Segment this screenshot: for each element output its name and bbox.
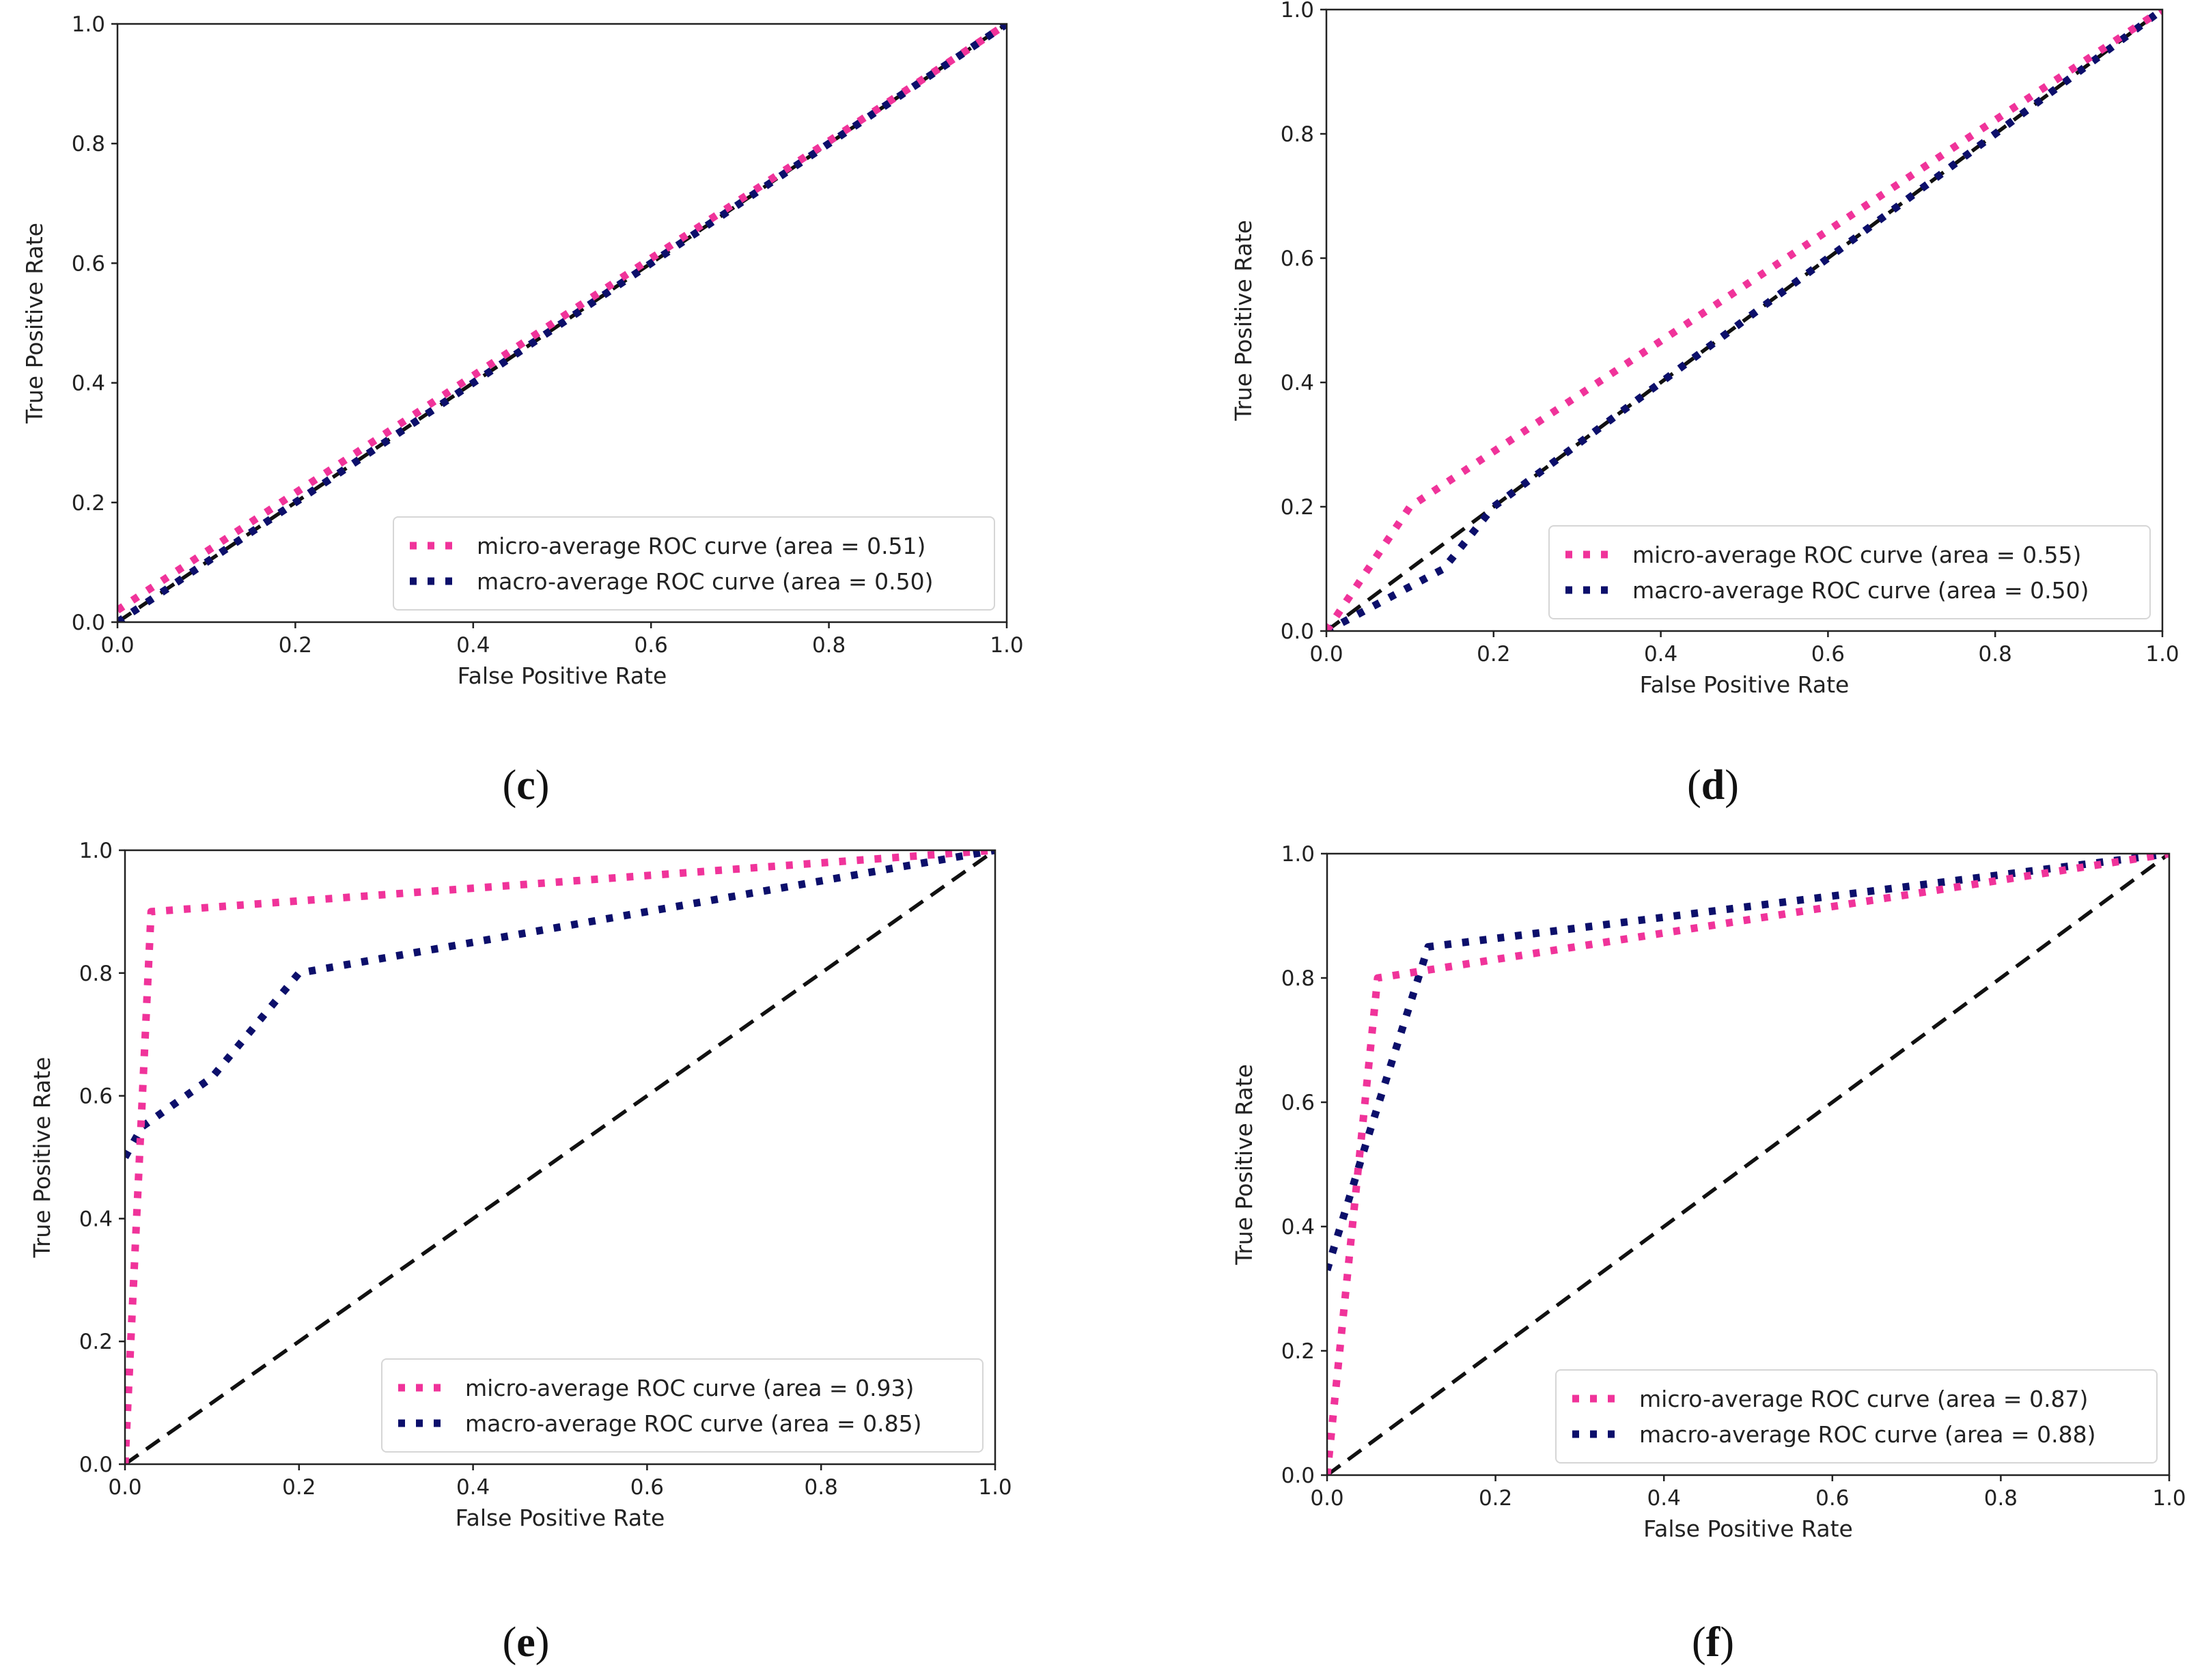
series-line-micro-e xyxy=(125,850,995,1464)
x-tick-label-d: 0.6 xyxy=(1811,642,1845,667)
axes-frame-c xyxy=(116,23,1008,624)
plot-area-d xyxy=(1326,10,2162,631)
x-axis-title-e: False Positive Rate xyxy=(456,1504,665,1531)
legend-box-f xyxy=(1555,1369,2158,1464)
legend-label-micro-c: micro-average ROC curve (area = 0.51) xyxy=(477,533,925,559)
chart-panel-e: 0.0 0.2 0.4 0.6 0.8 1.0 0.0 0.2 0.4 0.6 0.8 1.0 Fals… xyxy=(29,839,1012,1666)
series-line-macro-e xyxy=(125,850,995,1160)
series-line-micro-d xyxy=(1326,10,2162,631)
y-axis-title-d: True Positive Rate xyxy=(1230,220,1257,421)
x-axis-title-d: False Positive Rate xyxy=(1640,671,1850,698)
x-tick-label-f: 0.8 xyxy=(1984,1486,2018,1511)
chart-panel-d: 0.0 0.2 0.4 0.6 0.8 1.0 0.0 0.2 0.4 0.6 0.8 1.0 Fals… xyxy=(1230,0,2179,809)
panel-caption-e: (e) xyxy=(503,1619,550,1666)
y-tick-label-f: 0.4 xyxy=(1281,1215,1315,1240)
y-axis-title-f: True Positive Rate xyxy=(1231,1064,1257,1265)
y-tick-label-d: 0.8 xyxy=(1281,122,1314,147)
legend-label-micro-e: micro-average ROC curve (area = 0.93) xyxy=(465,1375,914,1401)
y-tick-label-d: 0.4 xyxy=(1281,371,1314,395)
x-tick-label-c: 0.8 xyxy=(812,633,846,658)
y-axis-title-c: True Positive Rate xyxy=(21,223,48,424)
y-tick-label-c: 0.0 xyxy=(72,611,105,635)
x-tick-label-f: 0.4 xyxy=(1647,1486,1681,1511)
panel-caption-f: (f) xyxy=(1692,1619,1734,1666)
plot-area-f xyxy=(1327,854,2169,1475)
x-tick-label-f: 0.2 xyxy=(1479,1486,1512,1511)
y-tick-label-d: 0.6 xyxy=(1281,247,1314,271)
x-tick-label-d: 0.4 xyxy=(1644,642,1677,667)
x-tick-label-d: 0.2 xyxy=(1477,642,1510,667)
y-tick-label-d: 0.2 xyxy=(1281,495,1314,520)
y-tick-label-c: 0.2 xyxy=(72,491,105,516)
y-tick-label-e: 0.0 xyxy=(79,1453,113,1477)
y-tick-label-e: 1.0 xyxy=(79,839,113,863)
legend-e: micro-average ROC curve (area = 0.93) mac… xyxy=(381,1358,984,1453)
legend-label-macro-e: macro-average ROC curve (area = 0.85) xyxy=(465,1410,921,1437)
legend-label-micro-f: micro-average ROC curve (area = 0.87) xyxy=(1639,1386,2088,1412)
legend-label-micro-d: micro-average ROC curve (area = 0.55) xyxy=(1632,542,2081,568)
x-tick-label-c: 1.0 xyxy=(990,633,1023,658)
legend-box-c xyxy=(393,516,995,611)
x-axis-title-f: False Positive Rate xyxy=(1643,1515,1853,1542)
x-tick-label-e: 0.2 xyxy=(282,1475,316,1500)
y-tick-label-f: 1.0 xyxy=(1281,842,1315,867)
chart-panel-c: 0.0 0.2 0.4 0.6 0.8 1.0 0.0 0.2 0.4 0.6 0.8 1.0 Fals… xyxy=(21,12,1024,809)
y-tick-label-f: 0.6 xyxy=(1281,1091,1315,1115)
y-tick-label-c: 0.6 xyxy=(72,251,105,276)
y-tick-label-c: 0.8 xyxy=(72,132,105,156)
series-line-chance-e xyxy=(125,850,995,1464)
y-tick-label-d: 1.0 xyxy=(1281,0,1314,23)
x-tick-label-e: 0.0 xyxy=(108,1475,141,1500)
y-tick-label-f: 0.0 xyxy=(1281,1464,1315,1488)
y-tick-label-e: 0.4 xyxy=(79,1207,113,1231)
legend-f: micro-average ROC curve (area = 0.87) mac… xyxy=(1555,1369,2158,1464)
plot-area-c xyxy=(117,24,1007,622)
legend-box-e xyxy=(381,1358,984,1453)
x-axis-title-c: False Positive Rate xyxy=(458,662,667,689)
x-tick-label-e: 0.6 xyxy=(630,1475,664,1500)
legend-label-macro-d: macro-average ROC curve (area = 0.50) xyxy=(1632,577,2089,604)
legend-label-macro-c: macro-average ROC curve (area = 0.50) xyxy=(477,568,933,595)
legend-c: micro-average ROC curve (area = 0.51) mac… xyxy=(393,516,995,611)
x-tick-label-c: 0.2 xyxy=(279,633,312,658)
x-tick-label-f: 0.6 xyxy=(1815,1486,1849,1511)
x-tick-label-c: 0.0 xyxy=(100,633,134,658)
series-line-macro-f xyxy=(1327,854,2169,1272)
x-tick-label-e: 0.8 xyxy=(805,1475,838,1500)
x-tick-label-d: 1.0 xyxy=(2145,642,2179,667)
y-axis-title-e: True Positive Rate xyxy=(29,1057,55,1259)
y-tick-label-c: 1.0 xyxy=(72,12,105,37)
legend-d: micro-average ROC curve (area = 0.55) mac… xyxy=(1548,525,2151,619)
series-line-micro-f xyxy=(1327,854,2169,1475)
plot-area-e xyxy=(125,850,995,1464)
x-tick-label-f: 0.0 xyxy=(1310,1486,1343,1511)
chart-panel-f: 0.0 0.2 0.4 0.6 0.8 1.0 0.0 0.2 0.4 0.6 0.8 1.0 Fals… xyxy=(1231,842,2186,1666)
legend-label-macro-f: macro-average ROC curve (area = 0.88) xyxy=(1639,1421,2095,1448)
y-tick-label-f: 0.2 xyxy=(1281,1339,1315,1364)
axes-frame-e xyxy=(124,849,997,1466)
x-tick-label-d: 0.0 xyxy=(1309,642,1343,667)
x-tick-label-e: 0.4 xyxy=(456,1475,490,1500)
y-tick-label-e: 0.2 xyxy=(79,1330,113,1354)
x-tick-label-e: 1.0 xyxy=(978,1475,1012,1500)
series-line-chance-f xyxy=(1327,854,2169,1475)
series-line-macro-c xyxy=(117,24,1007,622)
y-tick-label-e: 0.8 xyxy=(79,962,113,986)
axes-frame-d xyxy=(1325,8,2164,632)
panel-caption-d: (d) xyxy=(1687,762,1739,809)
y-tick-label-c: 0.4 xyxy=(72,372,105,396)
panel-caption-c: (c) xyxy=(503,762,550,809)
legend-box-d xyxy=(1548,525,2151,619)
x-tick-label-f: 1.0 xyxy=(2152,1486,2186,1511)
axes-frame-f xyxy=(1326,852,2171,1476)
y-tick-label-f: 0.8 xyxy=(1281,966,1315,991)
y-tick-label-d: 0.0 xyxy=(1281,619,1314,644)
x-tick-label-c: 0.4 xyxy=(456,633,490,658)
y-tick-label-e: 0.6 xyxy=(79,1084,113,1109)
x-tick-label-d: 0.8 xyxy=(1979,642,2012,667)
x-tick-label-c: 0.6 xyxy=(635,633,668,658)
